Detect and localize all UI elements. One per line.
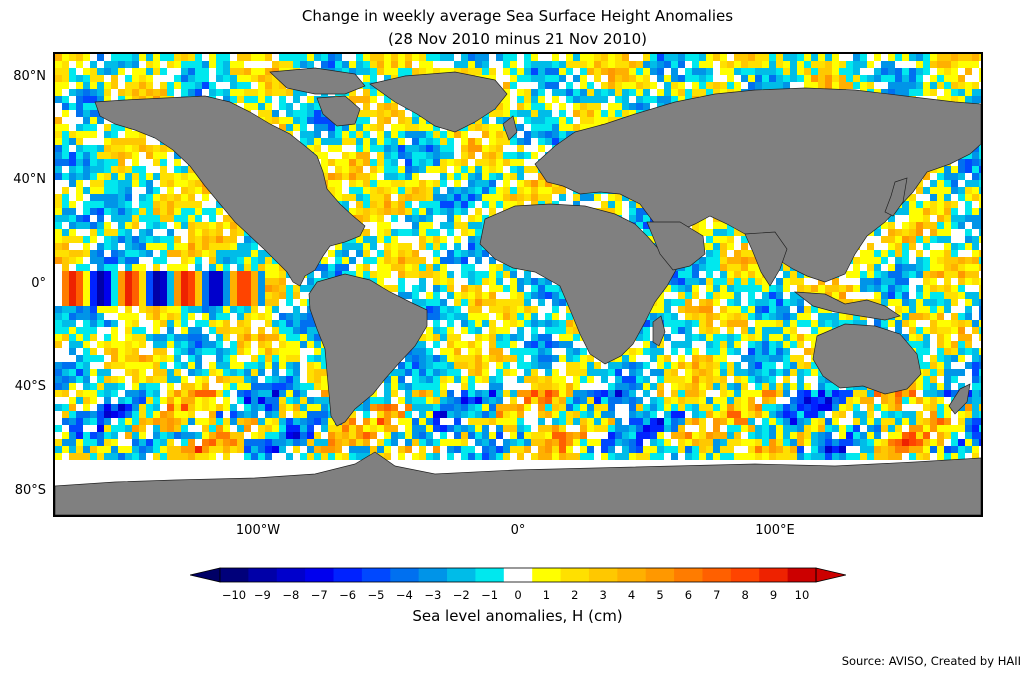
colorbar-tick-label: 3 [599, 588, 607, 602]
colorbar-segment [532, 568, 561, 582]
colorbar-tick-label: 10 [794, 588, 810, 602]
colorbar-low-extend [190, 567, 221, 583]
colorbar-segment [418, 568, 448, 582]
colorbar-tick-label: −10 [221, 588, 247, 602]
colorbar-tick-label: −3 [424, 588, 442, 602]
colorbar-segment [390, 568, 420, 582]
africa-landmass [479, 203, 678, 365]
colorbar-segment [447, 568, 476, 582]
lat-label-40s: 40°S [14, 379, 46, 394]
colorbar-segment [702, 568, 732, 582]
colorbar-segment [305, 568, 334, 582]
greenland-landmass [369, 71, 508, 133]
map-subtitle: (28 Nov 2010 minus 21 Nov 2010) [388, 30, 647, 48]
colorbar-tick-label: 6 [684, 588, 693, 602]
source-credit: Source: AVISO, Created by HAII [841, 654, 1021, 668]
lon-label-100e: 100°E [755, 523, 795, 538]
colorbar-tick-label: −2 [452, 588, 470, 602]
colorbar-tick-label: −7 [310, 588, 328, 602]
colorbar-segment [276, 568, 306, 582]
arctic-islands [269, 67, 366, 95]
colorbar-high-extend [815, 567, 846, 583]
colorbar-segment [759, 568, 789, 582]
map-title: Change in weekly average Sea Surface Hei… [301, 7, 734, 25]
colorbar-tick-label: 4 [627, 588, 636, 602]
baffin-island [316, 95, 361, 127]
colorbar-tick-label: 0 [514, 588, 522, 602]
lat-label-0: 0° [31, 276, 46, 291]
colorbar-tick-label: 9 [769, 588, 778, 602]
madagascar-landmass [652, 315, 666, 347]
colorbar-tick-label: −4 [395, 588, 413, 602]
colorbar-tick-label: −6 [339, 588, 357, 602]
colorbar-segment [588, 568, 618, 582]
colorbar-segment [475, 568, 505, 582]
colorbar-segment [333, 568, 363, 582]
lat-label-40n: 40°N [13, 172, 46, 187]
colorbar-tick-label: −5 [367, 588, 385, 602]
colorbar-tick-label: −1 [481, 588, 499, 602]
south-america-landmass [308, 273, 428, 427]
colorbar-tick-label: −8 [282, 588, 300, 602]
british-isles-landmass [502, 115, 518, 141]
colorbar-segment [674, 568, 703, 582]
japan-landmass [884, 177, 908, 217]
colorbar-label: Sea level anomalies, H (cm) [412, 607, 623, 625]
colorbar-segment [220, 568, 249, 582]
arabia-landmass [646, 221, 706, 271]
india-landmass [744, 231, 788, 287]
lat-label-80n: 80°N [13, 69, 46, 84]
colorbar-tick-label: 7 [713, 588, 721, 602]
colorbar [190, 567, 846, 583]
colorbar-tick-label: −9 [253, 588, 271, 602]
colorbar-segment [503, 568, 533, 582]
colorbar-tick-label: 8 [741, 588, 749, 602]
colorbar-tick-label: 1 [542, 588, 551, 602]
lon-label-100w: 100°W [235, 523, 281, 538]
anomaly-map [55, 54, 981, 515]
colorbar-segment [730, 568, 760, 582]
map-frame [53, 52, 983, 517]
colorbar-segment [248, 568, 278, 582]
colorbar-outline [219, 567, 817, 583]
eurasia-landmass [534, 87, 981, 283]
lat-label-80s: 80°S [14, 483, 46, 498]
land-masses [55, 67, 981, 515]
colorbar-segment [617, 568, 647, 582]
lon-label-0: 0° [510, 523, 526, 538]
australia-landmass [812, 323, 922, 395]
antarctica-landmass [55, 451, 981, 515]
north-america-landmass [94, 95, 366, 287]
colorbar-segment [361, 568, 391, 582]
indonesia-islands [793, 291, 901, 321]
colorbar-tick-label: 5 [656, 588, 664, 602]
colorbar-segment [560, 568, 590, 582]
colorbar-segment [787, 568, 817, 582]
colorbar-segment [645, 568, 675, 582]
new-zealand-landmass [948, 383, 971, 415]
colorbar-tick-label: 2 [571, 588, 579, 602]
